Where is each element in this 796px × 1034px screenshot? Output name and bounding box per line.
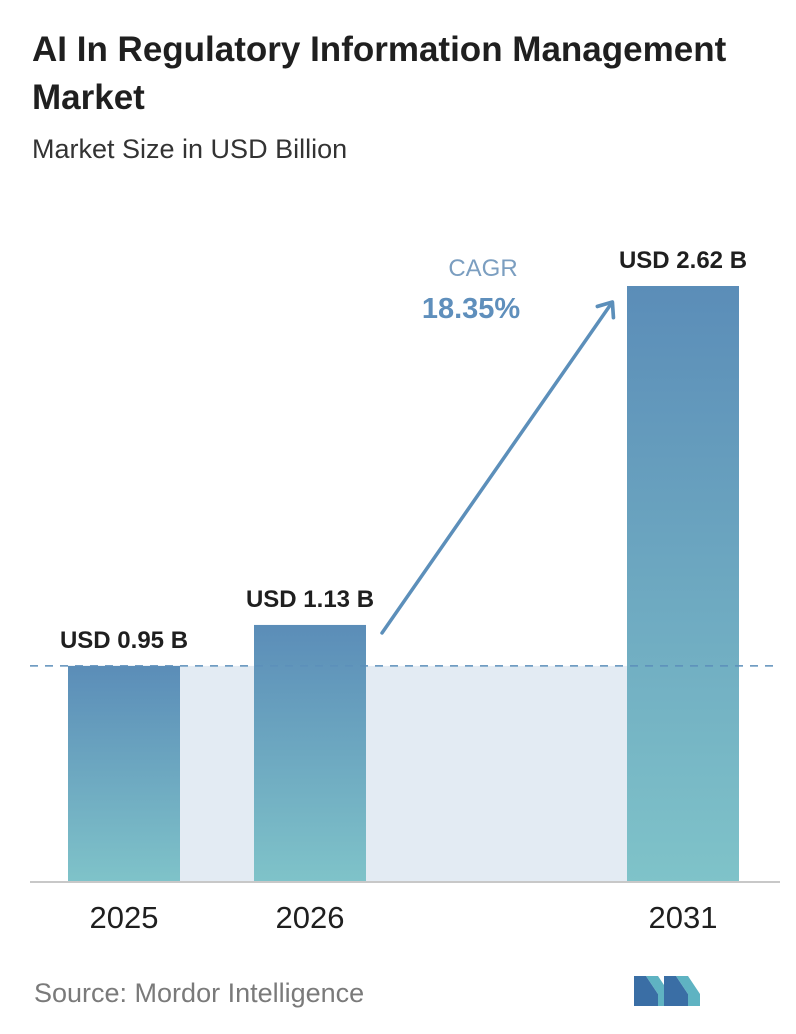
bar-chart: USD 0.95 B USD 1.13 B USD 2.62 B CAGR 18.35%…: [30, 247, 780, 935]
x-tick-label-2025: 2025: [90, 900, 159, 935]
source-note: Source: Mordor Intelligence: [34, 978, 365, 1008]
data-label-2026: USD 1.13 B: [246, 586, 374, 613]
cagr-arrow: [380, 300, 616, 635]
chart-subtitle: Market Size in USD Billion: [32, 134, 348, 164]
chart-title: AI In Regulatory Information Management …: [32, 30, 727, 117]
cagr-label: CAGR: [448, 255, 517, 282]
data-label-2031: USD 2.62 B: [619, 247, 747, 274]
mordor-intelligence-logo-icon: [634, 976, 700, 1006]
x-tick-label-2026: 2026: [276, 900, 345, 935]
bar-2025: [68, 665, 180, 882]
data-label-2025: USD 0.95 B: [60, 627, 188, 654]
bar-2031: [627, 286, 739, 882]
bar-2026: [254, 624, 366, 882]
x-tick-label-2031: 2031: [649, 900, 718, 935]
cagr-value: 18.35%: [422, 293, 521, 325]
